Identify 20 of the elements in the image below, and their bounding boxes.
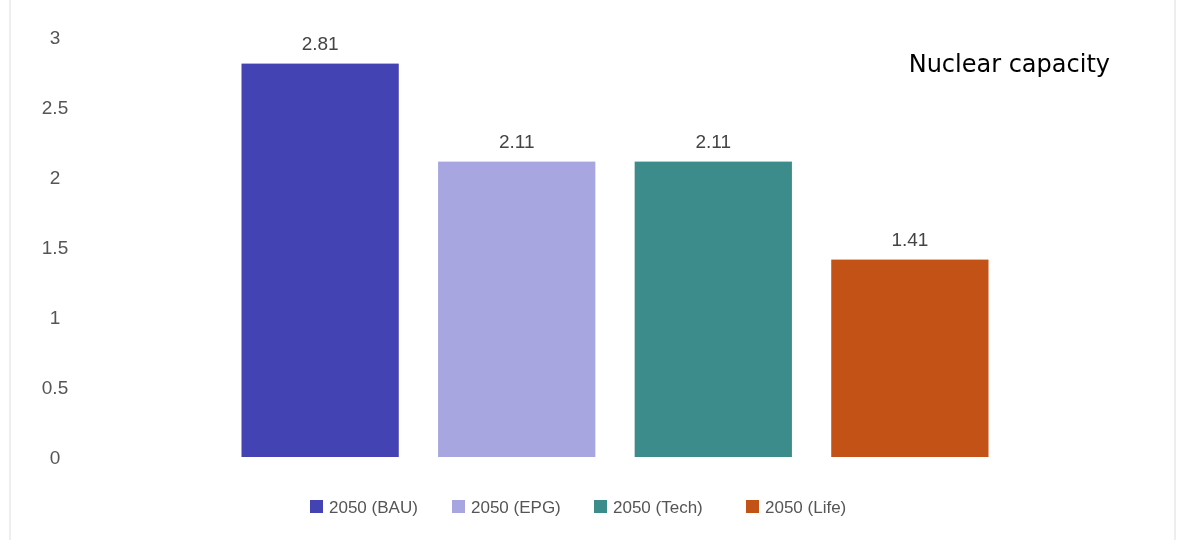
bar: [831, 259, 989, 457]
data-label: 2.11: [498, 130, 535, 152]
legend-label: 2050 (EPG): [471, 497, 561, 517]
bar: [241, 63, 399, 457]
data-label: 2.11: [695, 130, 732, 152]
y-tick-label: 0.5: [41, 376, 69, 398]
y-tick-label: 2: [49, 166, 61, 188]
legend-label: 2050 (Tech): [613, 497, 703, 517]
y-tick-label: 3: [49, 26, 61, 48]
text: Nuclear capacity: [908, 50, 1110, 78]
y-tick-label: 0: [49, 446, 61, 468]
data-label: 1.41: [891, 228, 929, 250]
data-label: 2.81: [301, 32, 339, 54]
legend-label: 2050 (BAU): [329, 497, 418, 517]
y-tick-label: 1: [49, 306, 61, 328]
bar: [634, 161, 792, 457]
y-tick-label: 1.5: [41, 236, 69, 258]
legend-label: 2050 (Life): [765, 497, 847, 517]
bar: [438, 161, 596, 457]
y-tick-label: 2.5: [41, 96, 69, 118]
